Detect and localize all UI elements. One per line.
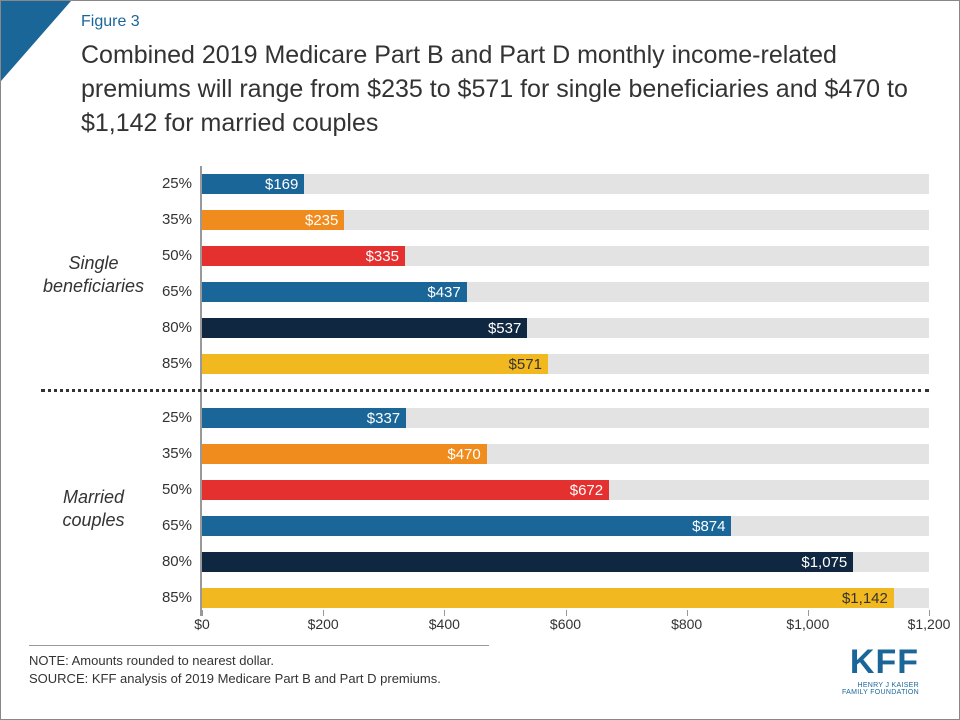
y-label: 85%	[162, 589, 192, 606]
bar: $1,075	[202, 552, 853, 572]
bar: $470	[202, 444, 487, 464]
figure-label: Figure 3	[81, 13, 140, 31]
bar: $335	[202, 246, 405, 266]
x-tick-label: $1,200	[908, 616, 951, 632]
y-label: 35%	[162, 211, 192, 228]
corner-accent	[1, 1, 71, 81]
logo-sub1: HENRY J KAISER	[842, 682, 919, 690]
group-label: Single beneficiaries	[41, 252, 146, 299]
footer: NOTE: Amounts rounded to nearest dollar.…	[29, 645, 929, 705]
bar: $337	[202, 408, 406, 428]
x-tick-label: $200	[308, 616, 339, 632]
bar: $169	[202, 174, 304, 194]
y-label: 85%	[162, 355, 192, 372]
y-label: 50%	[162, 247, 192, 264]
x-axis: $0$200$400$600$800$1,000$1,200	[202, 616, 929, 640]
logo-sub2: FAMILY FOUNDATION	[842, 689, 919, 697]
y-label: 65%	[162, 283, 192, 300]
bar: $537	[202, 318, 527, 338]
bar: $571	[202, 354, 548, 374]
y-label: 50%	[162, 481, 192, 498]
bar: $672	[202, 480, 609, 500]
x-tick-label: $600	[550, 616, 581, 632]
y-label: 80%	[162, 553, 192, 570]
footnote-source: SOURCE: KFF analysis of 2019 Medicare Pa…	[29, 670, 489, 688]
y-label: 25%	[162, 175, 192, 192]
y-label: 80%	[162, 319, 192, 336]
x-tick-label: $1,000	[786, 616, 829, 632]
page-title: Combined 2019 Medicare Part B and Part D…	[81, 39, 929, 140]
kff-logo: KFF HENRY J KAISER FAMILY FOUNDATION	[842, 643, 919, 697]
figure-page: Figure 3 Combined 2019 Medicare Part B a…	[0, 0, 960, 720]
bar: $235	[202, 210, 344, 230]
bar: $1,142	[202, 588, 894, 608]
x-tick-label: $800	[671, 616, 702, 632]
group-label: Married couples	[41, 486, 146, 533]
x-tick-label: $400	[429, 616, 460, 632]
chart: 25% 35% 50% 65% 80% 85% 25% 35% 50% 65% 80% 85% $169…	[41, 166, 929, 629]
x-tick-label: $0	[194, 616, 210, 632]
group-separator	[41, 389, 929, 392]
y-label: 25%	[162, 409, 192, 426]
footnote-note: NOTE: Amounts rounded to nearest dollar.	[29, 645, 489, 670]
y-label: 35%	[162, 445, 192, 462]
bar-track	[202, 174, 929, 194]
y-label: 65%	[162, 517, 192, 534]
logo-main: KFF	[842, 643, 919, 682]
bar: $874	[202, 516, 731, 536]
bar: $437	[202, 282, 467, 302]
